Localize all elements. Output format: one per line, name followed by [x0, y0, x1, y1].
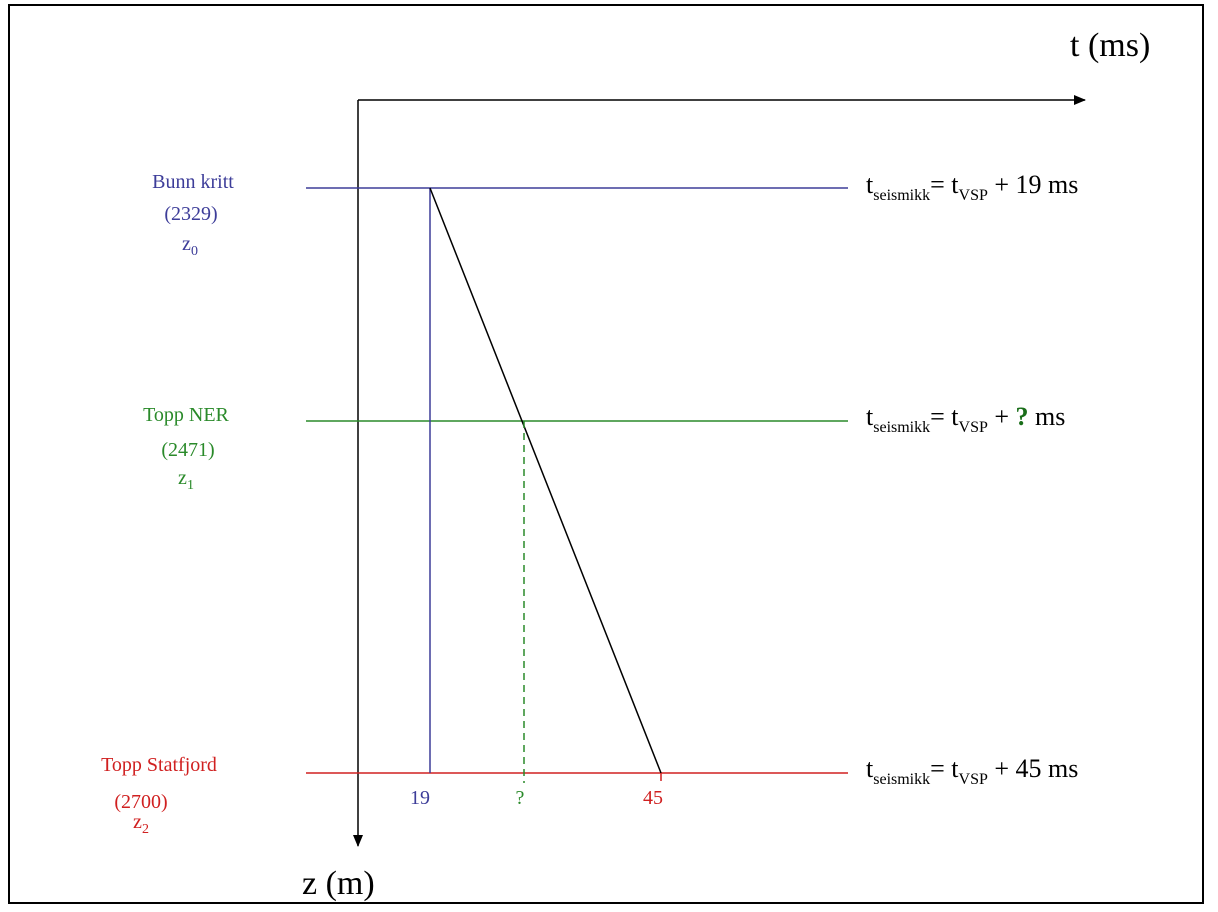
- tick-label-unknown: ?: [516, 787, 525, 809]
- tick-label-45: 45: [643, 787, 663, 809]
- depth-axis-label: z (m): [302, 865, 375, 902]
- tick-label-19: 19: [410, 787, 430, 809]
- time-axis-label: t (ms): [1070, 27, 1150, 64]
- horizon-topp-statfjord-depth: (2700): [114, 791, 167, 813]
- equation-bunn-kritt: tseismikk= tVSP + 19 ms: [866, 170, 1078, 204]
- horizon-topp-ner-z: z1: [178, 467, 194, 493]
- horizon-topp-statfjord-z: z2: [133, 811, 149, 837]
- equation-topp-statfjord: tseismikk= tVSP + 45 ms: [866, 754, 1078, 788]
- horizon-topp-statfjord-name: Topp Statfjord: [101, 754, 217, 776]
- horizon-bunn-kritt-z: z0: [182, 233, 198, 259]
- horizon-topp-ner-name: Topp NER: [143, 404, 229, 426]
- diagram-frame: [8, 4, 1204, 904]
- horizon-topp-ner-depth: (2471): [161, 439, 214, 461]
- horizon-bunn-kritt-name: Bunn kritt: [152, 171, 234, 193]
- equation-topp-ner: tseismikk= tVSP + ? ms: [866, 402, 1065, 436]
- diagonal-correction-line: [429, 187, 662, 774]
- equation-unknown-value: ?: [1016, 402, 1029, 431]
- horizon-bunn-kritt-depth: (2329): [164, 203, 217, 225]
